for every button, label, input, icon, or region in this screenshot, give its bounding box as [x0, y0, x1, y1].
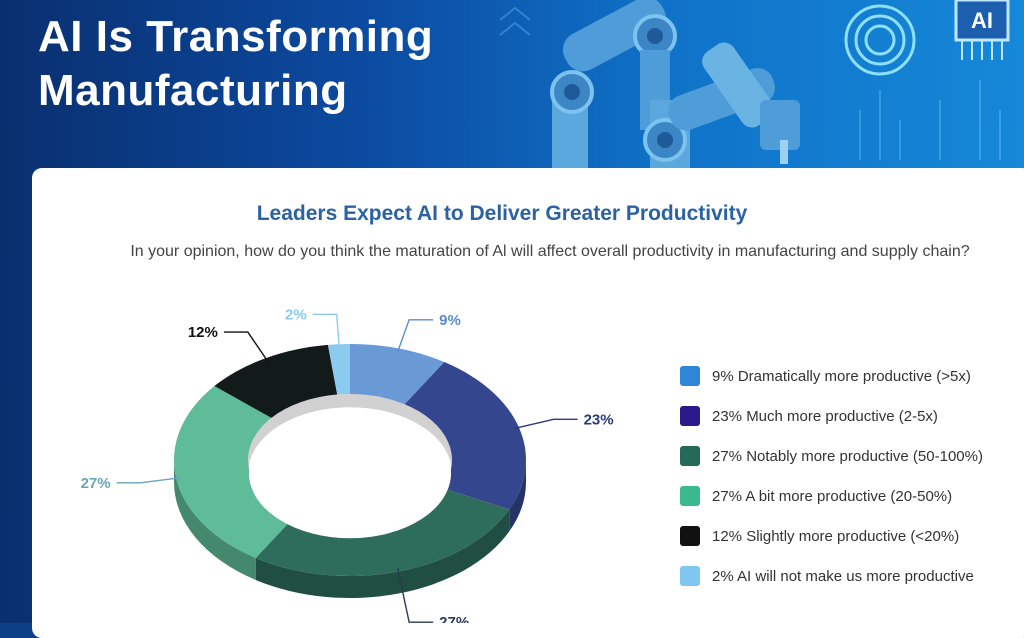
legend-label: 12% Slightly more productive (<20%) — [712, 527, 960, 545]
page-title-line1: AI Is Transforming — [38, 12, 434, 61]
legend-label: 27% Notably more productive (50-100%) — [712, 447, 983, 465]
data-label-5: 12% — [188, 324, 218, 341]
donut-side-walls — [174, 460, 526, 598]
data-label-leader-5 — [223, 331, 269, 362]
donut-slice-2 — [404, 362, 527, 510]
donut-slice-6 — [327, 344, 350, 395]
data-label-6: 2% — [285, 306, 307, 323]
data-label-1: 9% — [439, 312, 461, 329]
legend-swatch — [680, 566, 700, 586]
target-circles-icon — [844, 4, 916, 76]
data-label-2: 23% — [584, 411, 614, 428]
legend-item: 23% Much more productive (2-5x) — [680, 396, 983, 436]
ai-chip-label: AI — [971, 8, 993, 33]
legend-swatch — [680, 406, 700, 426]
legend-item: 27% A bit more productive (20-50%) — [680, 476, 983, 516]
legend-label: 9% Dramatically more productive (>5x) — [712, 367, 971, 385]
legend-label: 23% Much more productive (2-5x) — [712, 407, 938, 425]
legend-swatch — [680, 366, 700, 386]
donut-slice-5 — [214, 344, 338, 418]
data-label-leader-3 — [396, 567, 434, 623]
page-title: AI Is Transforming Manufacturing — [38, 10, 433, 118]
donut-side-3 — [255, 509, 510, 598]
donut-hole-shadow — [248, 394, 452, 474]
legend-item: 27% Notably more productive (50-100%) — [680, 436, 983, 476]
donut-slice-1 — [350, 344, 445, 405]
page-title-line2: Manufacturing — [38, 66, 348, 115]
robot-arm-illustration: AI — [499, 0, 1010, 168]
data-label-leader-4 — [116, 476, 182, 484]
chart-subtitle: In your opinion, how do you think the ma… — [130, 243, 970, 260]
data-label-4: 27% — [81, 475, 111, 492]
legend-label: 2% AI will not make us more productive — [712, 567, 974, 585]
legend-swatch — [680, 486, 700, 506]
legend-item: 12% Slightly more productive (<20%) — [680, 516, 983, 556]
donut-chart: 9% 23% 27% 27% 12% 2% — [81, 306, 614, 623]
robot-arm-right — [643, 42, 800, 168]
legend-item: 9% Dramatically more productive (>5x) — [680, 356, 983, 396]
chart-title: Leaders Expect AI to Deliver Greater Pro… — [256, 202, 748, 225]
data-label-leader-1 — [396, 319, 434, 353]
data-label-3: 27% — [439, 614, 469, 623]
legend-swatch — [680, 526, 700, 546]
ai-chip-icon: AI — [954, 0, 1010, 60]
chart-legend: 9% Dramatically more productive (>5x) 23%… — [680, 356, 983, 596]
donut-side-4 — [174, 460, 256, 580]
donut-slice-4 — [173, 386, 296, 558]
legend-item: 2% AI will not make us more productive — [680, 556, 983, 596]
data-label-leader-6 — [312, 313, 340, 348]
data-label-leader-2 — [513, 418, 578, 430]
legend-swatch — [680, 446, 700, 466]
donut-hole — [249, 408, 451, 539]
donut-side-2 — [509, 460, 526, 532]
legend-label: 27% A bit more productive (20-50%) — [712, 487, 953, 505]
